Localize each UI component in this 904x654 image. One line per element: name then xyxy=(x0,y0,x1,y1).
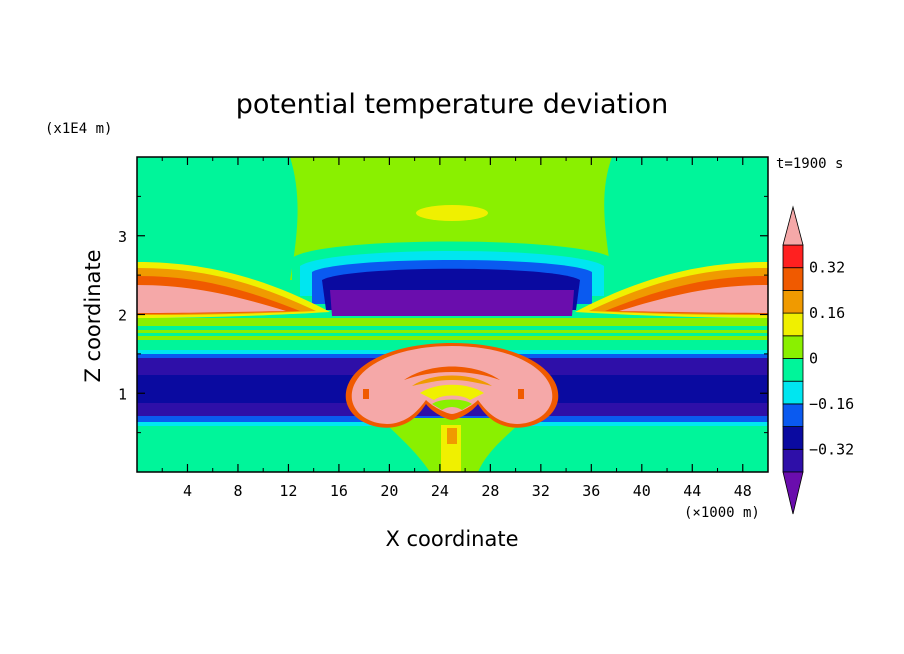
colorbar-extend-min xyxy=(782,471,804,515)
x-tick-label: 24 xyxy=(431,482,449,500)
colorbar-label: −0.32 xyxy=(809,440,854,458)
colorbar-bin xyxy=(782,335,804,359)
y-unit-label: (x1E4 m) xyxy=(45,121,112,137)
colorbar-bin xyxy=(782,244,804,269)
x-tick-label: 4 xyxy=(183,482,192,500)
y-ticks: 1 2 3 xyxy=(118,195,768,434)
x-tick-label: 40 xyxy=(633,482,651,500)
colorbar-bin xyxy=(782,267,804,291)
x-unit-label: (×1000 m) xyxy=(684,505,760,521)
x-tick-label: 36 xyxy=(582,482,600,500)
x-tick-label: 16 xyxy=(330,482,348,500)
colorbar-extend-max xyxy=(782,205,804,246)
y-tick-label: 1 xyxy=(118,385,127,403)
colorbar-bin xyxy=(782,426,804,450)
x-ticks: 4 8 12 16 20 24 28 32 36 40 44 48 xyxy=(161,157,752,500)
x-tick-label: 8 xyxy=(233,482,242,500)
colorbar-bin xyxy=(782,358,804,382)
colorbar-label: 0.32 xyxy=(809,259,845,277)
colorbar-bin xyxy=(782,312,804,337)
time-label: t=1900 s xyxy=(776,156,843,172)
x-tick-label: 44 xyxy=(683,482,701,500)
colorbar-bin xyxy=(782,289,804,314)
colorbar-bin xyxy=(782,403,804,427)
y-tick-label: 2 xyxy=(118,307,127,325)
x-tick-label: 12 xyxy=(279,482,297,500)
contour-field xyxy=(137,157,768,472)
colorbar: −0.32 −0.16 0 0.16 0.32 xyxy=(782,205,854,515)
colorbar-bin xyxy=(782,380,804,405)
chart-title: potential temperature deviation xyxy=(236,89,668,120)
colorbar-label: 0 xyxy=(809,350,818,368)
x-axis-label: X coordinate xyxy=(385,527,518,551)
x-tick-label: 20 xyxy=(380,482,398,500)
x-tick-label: 28 xyxy=(481,482,499,500)
y-axis-label: Z coordinate xyxy=(81,249,105,382)
colorbar-label: 0.16 xyxy=(809,304,845,322)
x-tick-label: 32 xyxy=(532,482,550,500)
x-tick-label: 48 xyxy=(734,482,752,500)
y-tick-label: 3 xyxy=(118,228,127,246)
colorbar-bin xyxy=(782,448,804,473)
colorbar-label: −0.16 xyxy=(809,395,854,413)
